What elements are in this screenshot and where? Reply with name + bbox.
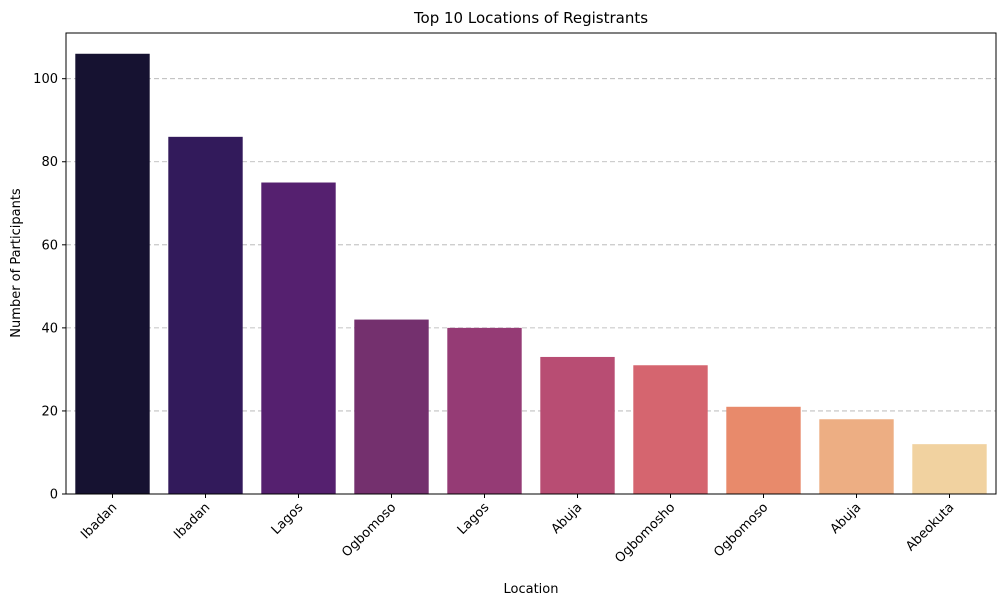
x-tick-label: Ogbomosho <box>612 500 678 566</box>
x-tick-label: Abuja <box>828 500 865 537</box>
bar <box>447 327 522 494</box>
x-tick-label: Lagos <box>455 500 493 538</box>
bar <box>819 419 894 494</box>
x-tick-label: Abeokuta <box>903 500 957 554</box>
y-axis-label: Number of Participants <box>9 188 24 338</box>
y-axis-ticks: 0 20 40 60 80 100 <box>33 72 66 503</box>
x-axis-label: Location <box>504 582 559 597</box>
x-tick-label: Ogbomoso <box>711 500 771 560</box>
bar <box>726 406 801 494</box>
y-tick-label: 20 <box>41 404 58 419</box>
y-tick-label: 0 <box>50 488 58 503</box>
x-axis-ticks: Ibadan Ibadan Lagos Ogbomoso Lagos Abuja Ogbom… <box>78 494 957 566</box>
bar <box>354 319 429 494</box>
x-tick-label: Ibadan <box>171 500 213 542</box>
x-tick-label: Lagos <box>269 500 307 538</box>
bar <box>75 53 150 494</box>
chart-title: Top 10 Locations of Registrants <box>413 9 648 27</box>
y-tick-label: 40 <box>41 321 58 336</box>
y-tick-label: 100 <box>33 72 58 87</box>
bar <box>633 365 708 494</box>
y-tick-label: 60 <box>41 238 58 253</box>
bar <box>912 444 987 494</box>
plot-frame <box>65 32 997 495</box>
bar <box>540 356 615 494</box>
x-tick-label: Abuja <box>549 500 586 537</box>
bar <box>168 136 243 494</box>
bar <box>261 182 336 494</box>
x-tick-label: Ogbomoso <box>339 500 399 560</box>
bars <box>75 53 987 494</box>
x-tick-label: Ibadan <box>78 500 120 542</box>
y-tick-label: 80 <box>41 155 58 170</box>
